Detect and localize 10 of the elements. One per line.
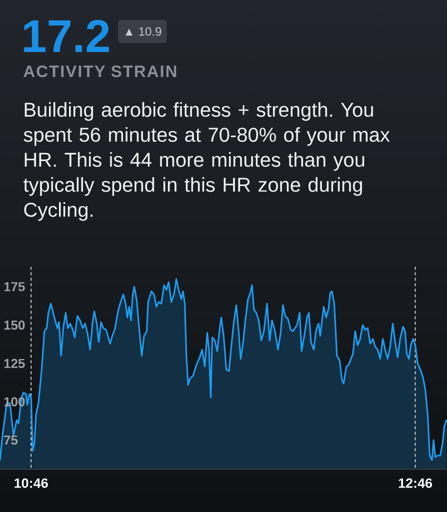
y-tick-label: 175 bbox=[4, 282, 25, 292]
text: Building aerobic fitness + strength. You spent 56 minutes at 70-80% of your max HR. This is 44 more minutes than you typically spend in this HR zone during Cycling. bbox=[23, 102, 390, 221]
y-tick-label: 75 bbox=[4, 436, 18, 445]
chart-subtitle: ACTIVITY STRAIN bbox=[24, 65, 176, 78]
chart-title: 17.2 bbox=[24, 20, 109, 52]
y-tick-label: 150 bbox=[4, 320, 25, 330]
x-tick-label: 12:46 bbox=[398, 478, 432, 488]
text: ▲ 10.9 bbox=[126, 27, 162, 36]
x-tick-label: 10:46 bbox=[14, 478, 48, 488]
y-tick-label: 125 bbox=[4, 358, 25, 368]
